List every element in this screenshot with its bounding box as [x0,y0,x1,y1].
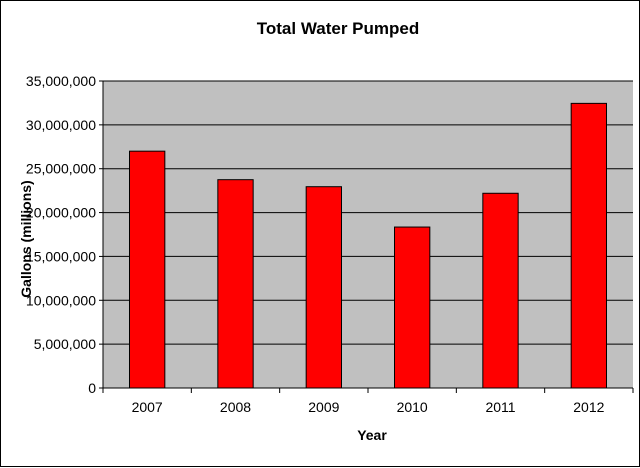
y-tick-label: 30,000,000 [26,117,96,133]
y-tick-label: 10,000,000 [26,292,96,308]
x-tick-label: 2011 [485,399,515,415]
bar-2008 [217,179,254,389]
axes [99,80,634,393]
x-tick-label: 2010 [397,399,428,415]
x-tick-label: 2012 [573,399,604,415]
x-tick-label: 2007 [132,399,163,415]
y-tick-label: 35,000,000 [26,73,96,89]
y-tick-label: 20,000,000 [26,205,96,221]
x-tick-labels: 2007 2008 2009 2010 2011 2012 [132,399,605,415]
chart-title: Total Water Pumped [257,19,419,38]
plot-area [103,81,633,388]
y-tick-label: 5,000,000 [34,336,96,352]
bar-2007 [129,150,166,389]
bar-2009 [305,186,342,389]
y-tick-label: 25,000,000 [26,161,96,177]
bar-2011 [482,192,519,389]
y-axis-label: Gallons (millions) [18,180,34,297]
y-tick-label: 15,000,000 [26,248,96,264]
x-tick-label: 2009 [308,399,339,415]
grid-lines [103,80,633,345]
bars [129,102,608,389]
bar-2010 [394,226,431,389]
y-tick-labels: 0 5,000,000 10,000,000 15,000,000 20,000,000… [26,73,96,396]
y-tick-label: 0 [88,380,96,396]
x-tick-label: 2008 [220,399,251,415]
bar-2012 [570,102,608,389]
x-axis-label: Year [357,427,387,443]
